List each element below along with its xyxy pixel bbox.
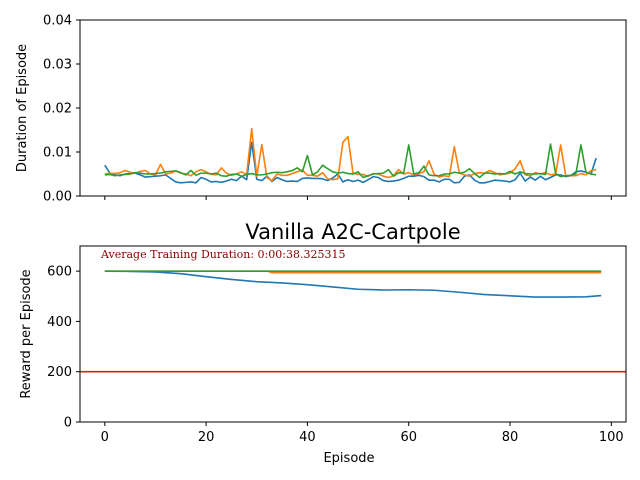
duration-y-tick-label: 0.01 (43, 146, 72, 161)
reward-plot-area (79, 245, 627, 423)
reward-x-axis-label: Episode (323, 451, 374, 466)
duration-y-tick-label: 0.02 (43, 102, 72, 117)
reward-series-lines (104, 270, 602, 298)
reward-x-ticks: 0 20 40 60 80 100 (101, 422, 624, 445)
reward-y-tick-label: 600 (47, 265, 72, 280)
reward-y-tick-label: 200 (47, 365, 72, 380)
reward-y-tick-label: 400 (47, 315, 72, 330)
duration-series-3-line (104, 143, 597, 179)
duration-y-ticks: 0.00 0.01 0.02 0.03 0.04 (43, 14, 80, 205)
reward-x-tick-label: 0 (101, 430, 109, 445)
reward-x-tick-label: 20 (198, 430, 215, 445)
reward-x-tick-label: 80 (502, 430, 519, 445)
reward-x-tick-label: 100 (599, 430, 624, 445)
duration-series-1-line (104, 141, 597, 184)
duration-y-axis-label: Duration of Episode (15, 44, 30, 172)
reward-series-1-line (104, 270, 602, 298)
training-duration-annotation: Average Training Duration: 0:00:38.32531… (100, 248, 345, 261)
duration-series-lines (104, 127, 597, 184)
reward-y-ticks: 0 200 400 600 (47, 265, 80, 431)
reward-x-tick-label: 60 (400, 430, 417, 445)
duration-y-tick-label: 0.04 (43, 14, 72, 29)
reward-y-tick-label: 0 (64, 416, 72, 431)
chart-title: Vanilla A2C-Cartpole (245, 220, 460, 244)
reward-subplot: Vanilla A2C-Cartpole 0 20 40 60 80 100 0 200 40… (19, 220, 627, 466)
duration-plot-area (79, 19, 627, 197)
duration-subplot: 0.00 0.01 0.02 0.03 0.04 Duration of Episode (15, 14, 627, 205)
reward-y-axis-label: Reward per Episode (19, 269, 34, 398)
duration-y-tick-label: 0.00 (43, 190, 72, 205)
duration-y-tick-label: 0.03 (43, 58, 72, 73)
duration-x-ticks (104, 196, 612, 200)
reward-x-tick-label: 40 (299, 430, 316, 445)
